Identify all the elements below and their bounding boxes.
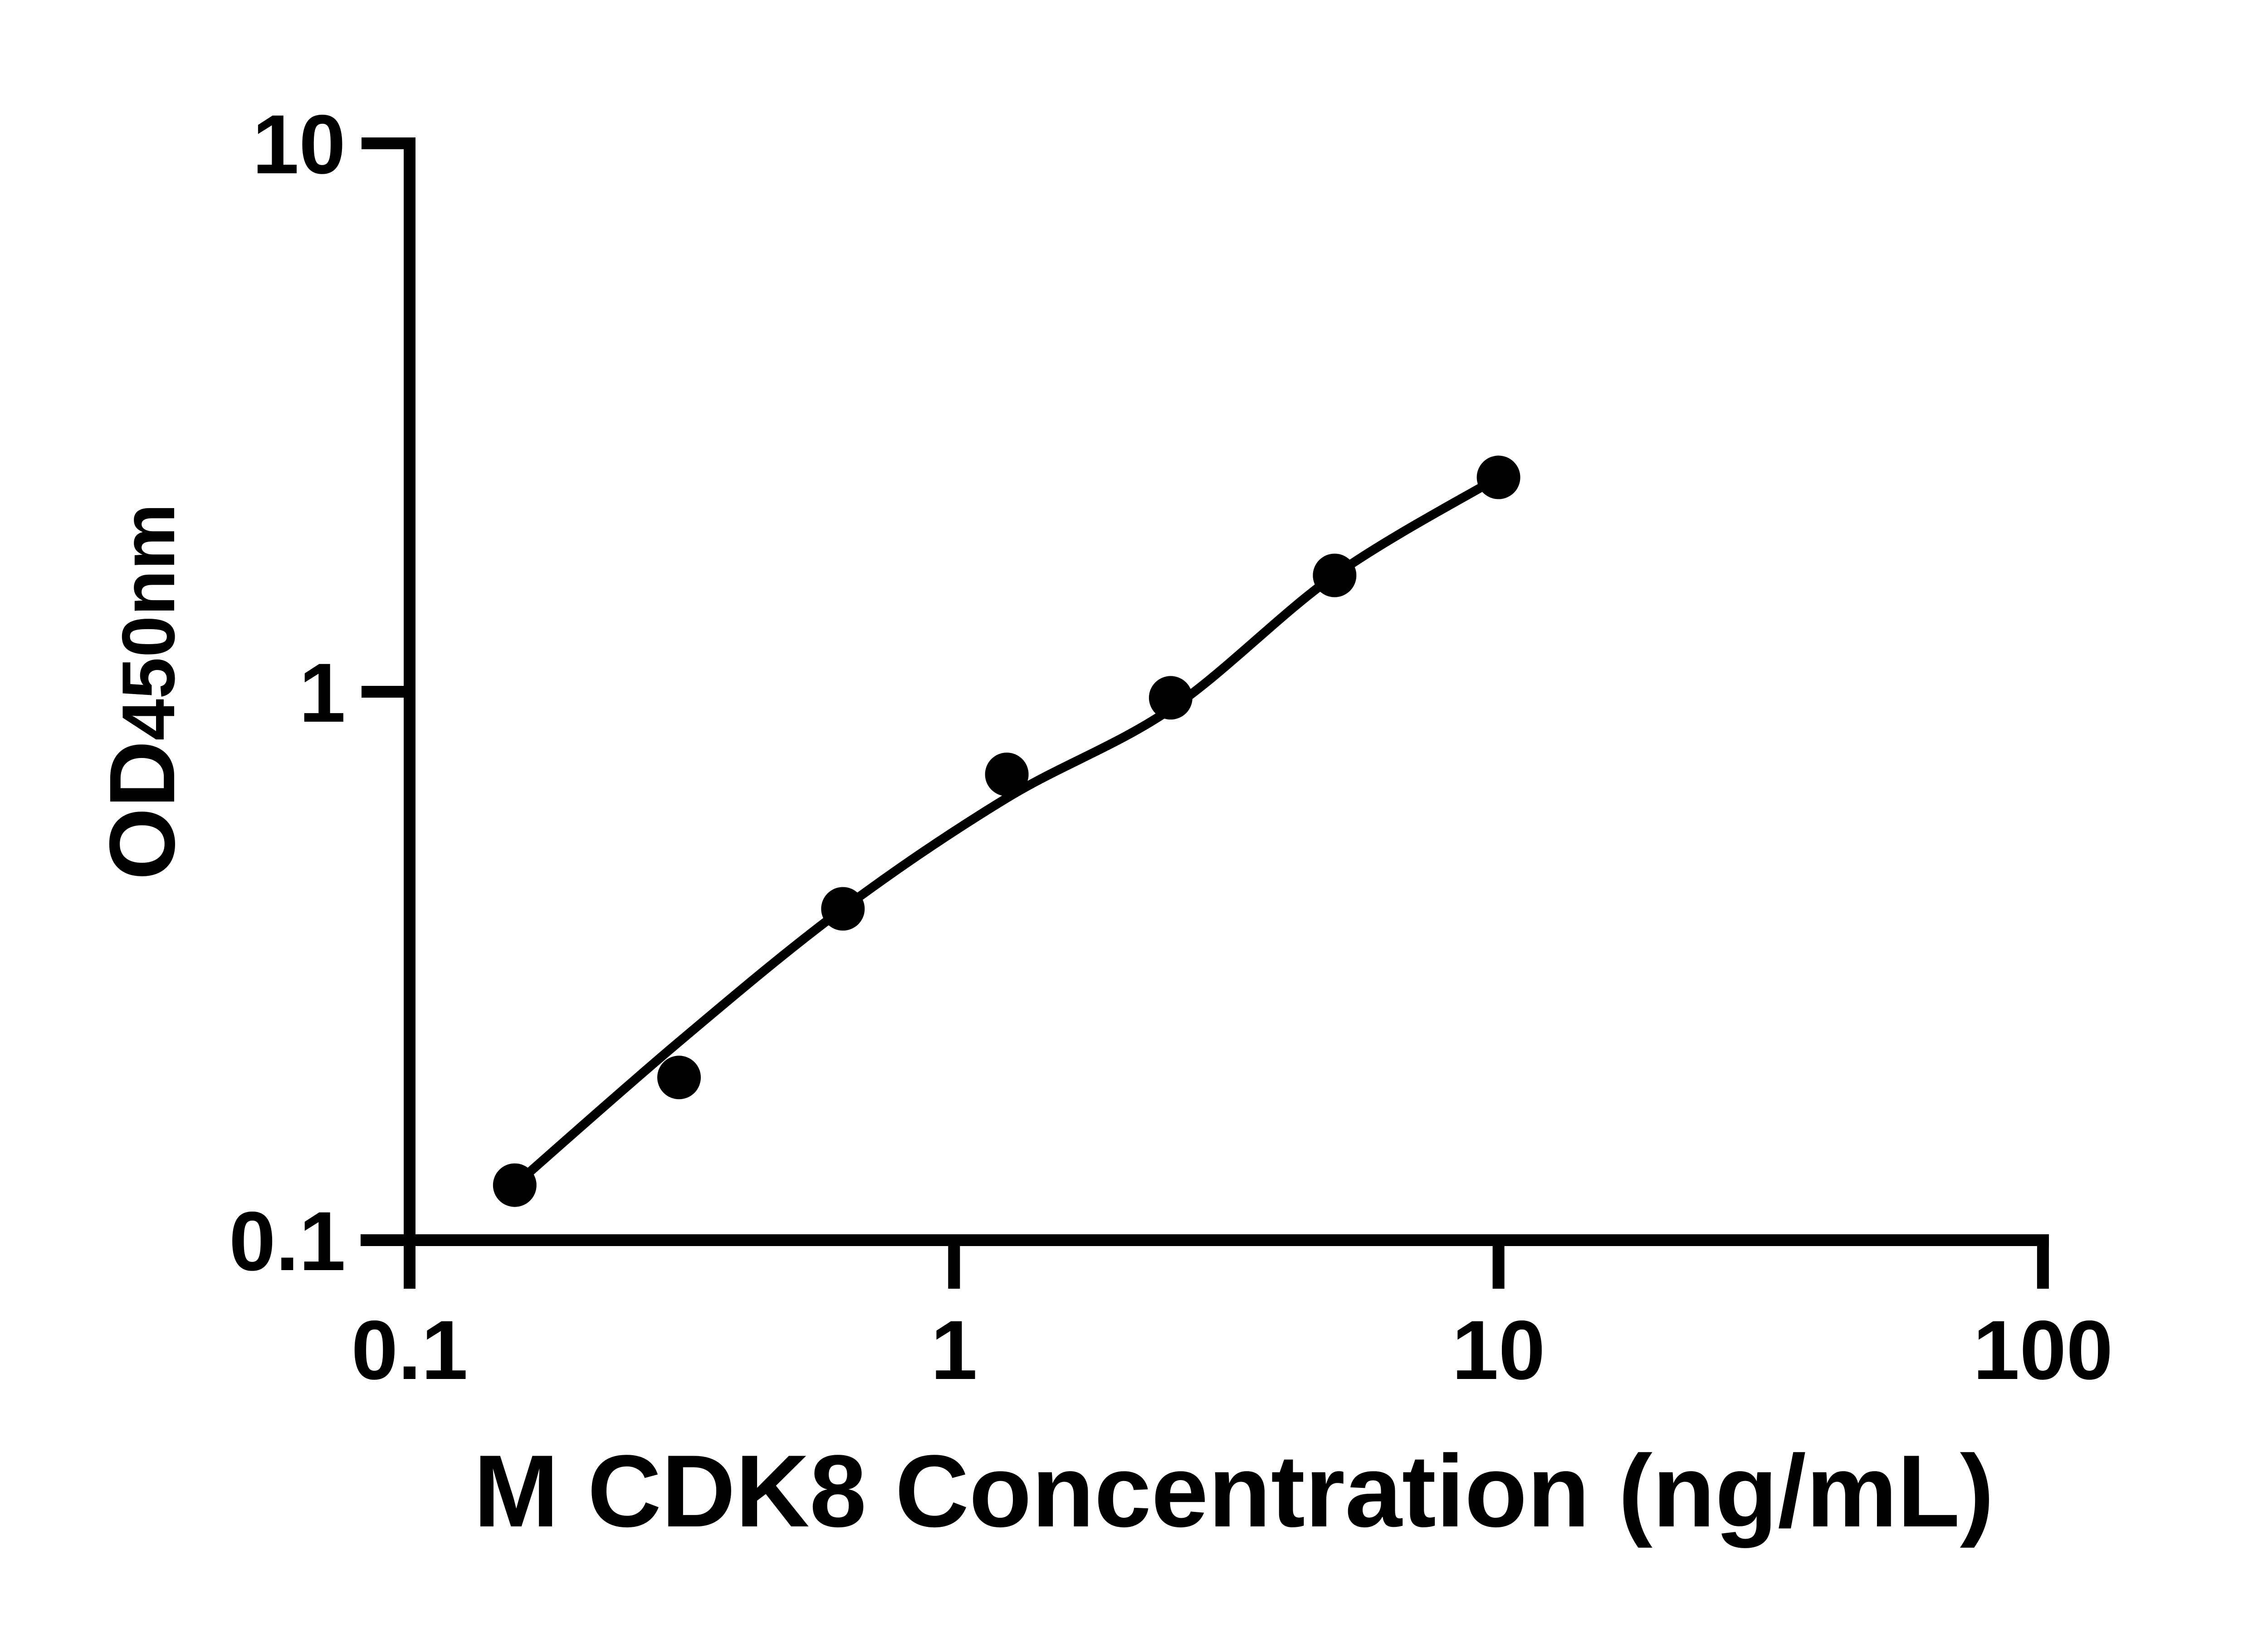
- x-tick-label: 10: [1452, 1304, 1545, 1397]
- axes-layer: 0.1 1 10 0.1 1 10 100: [229, 98, 2113, 1397]
- y-tick-label: 1: [299, 646, 346, 740]
- y-axis-title: OD450nm: [90, 504, 194, 880]
- data-point: [1313, 553, 1357, 597]
- data-point: [657, 1056, 701, 1100]
- data-point: [1476, 455, 1520, 499]
- data-layer: [493, 455, 1520, 1207]
- y-tick-label: 0.1: [229, 1195, 346, 1288]
- x-axis-title: M CDK8 Concentration (ng/mL): [474, 1433, 1994, 1548]
- data-point: [821, 887, 865, 931]
- data-point: [1149, 676, 1193, 720]
- y-axis-title-main: OD: [90, 741, 194, 880]
- x-tick-label: 100: [1973, 1304, 2113, 1397]
- data-point: [493, 1163, 537, 1207]
- y-tick-label: 10: [252, 98, 346, 191]
- data-point: [985, 753, 1029, 797]
- x-tick-label: 0.1: [351, 1304, 468, 1397]
- x-tick-label: 1: [931, 1304, 978, 1397]
- y-axis-title-sub: 450nm: [107, 504, 190, 741]
